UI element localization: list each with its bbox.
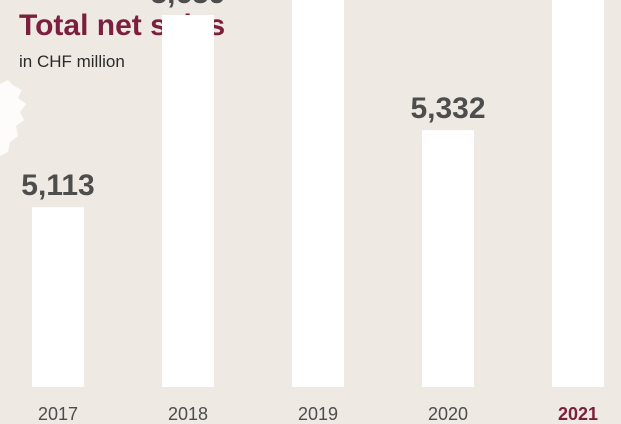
bar-2021 <box>552 0 604 387</box>
x-tick-label-2021: 2021 <box>558 404 598 424</box>
bar-2020 <box>422 130 474 388</box>
map-outline-decoration <box>0 80 26 156</box>
x-tick-label-2020: 2020 <box>428 404 468 424</box>
x-tick-label-2017: 2017 <box>38 404 78 424</box>
value-label-2017: 5,113 <box>21 169 94 202</box>
chart-subtitle: in CHF million <box>19 52 125 71</box>
value-label-2018: 5,659 <box>150 0 225 10</box>
bar-2019 <box>292 0 344 387</box>
x-tick-label-2019: 2019 <box>298 404 338 424</box>
bar-2018 <box>162 15 214 387</box>
x-tick-label-2018: 2018 <box>168 404 208 424</box>
value-label-2020: 5,332 <box>410 92 485 125</box>
bar-2017 <box>32 207 84 387</box>
